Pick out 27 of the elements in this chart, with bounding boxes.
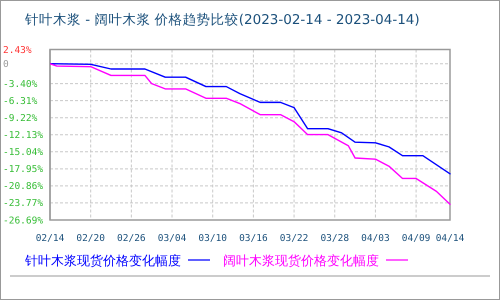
x-tick-label: 04/03	[361, 233, 390, 244]
y-tick-label: -9.22%	[3, 113, 38, 124]
x-tick-label: 02/26	[117, 233, 146, 244]
legend-label: 阔叶木浆现货价格变化幅度	[223, 253, 379, 269]
x-tick-label: 03/28	[320, 233, 350, 244]
chart-title: 针叶木浆 - 阔叶木浆 价格趋势比较(2023-02-14 - 2023-04-14)	[24, 12, 420, 28]
x-tick-label: 03/22	[280, 233, 308, 244]
x-tick-label: 03/04	[158, 233, 187, 244]
line-series	[50, 63, 451, 205]
y-tick-label: -12.13%	[3, 130, 44, 142]
y-tick-label: -17.95%	[3, 164, 44, 176]
x-tick-label: 03/10	[198, 233, 228, 244]
y-tick-label: -23.77%	[3, 198, 44, 210]
y-tick-label: -20.86%	[3, 181, 44, 192]
x-tick-label: 04/09	[402, 233, 431, 244]
y-tick-label: -6.31%	[3, 96, 38, 107]
y-tick-label: -3.40%	[3, 78, 38, 90]
x-tick-label: 03/16	[239, 233, 268, 244]
legend-label: 针叶木浆现货价格变化幅度	[24, 253, 181, 269]
y-tick-label: 0	[3, 59, 9, 70]
line-series	[50, 63, 451, 175]
y-tick-label: 2.43%	[3, 44, 32, 56]
x-tick-label: 02/14	[36, 233, 65, 244]
y-tick-label: -26.69%	[3, 215, 44, 226]
x-tick-label: 04/14	[436, 233, 465, 244]
y-tick-label: -15.04%	[3, 147, 44, 158]
x-tick-label: 02/20	[76, 233, 106, 244]
